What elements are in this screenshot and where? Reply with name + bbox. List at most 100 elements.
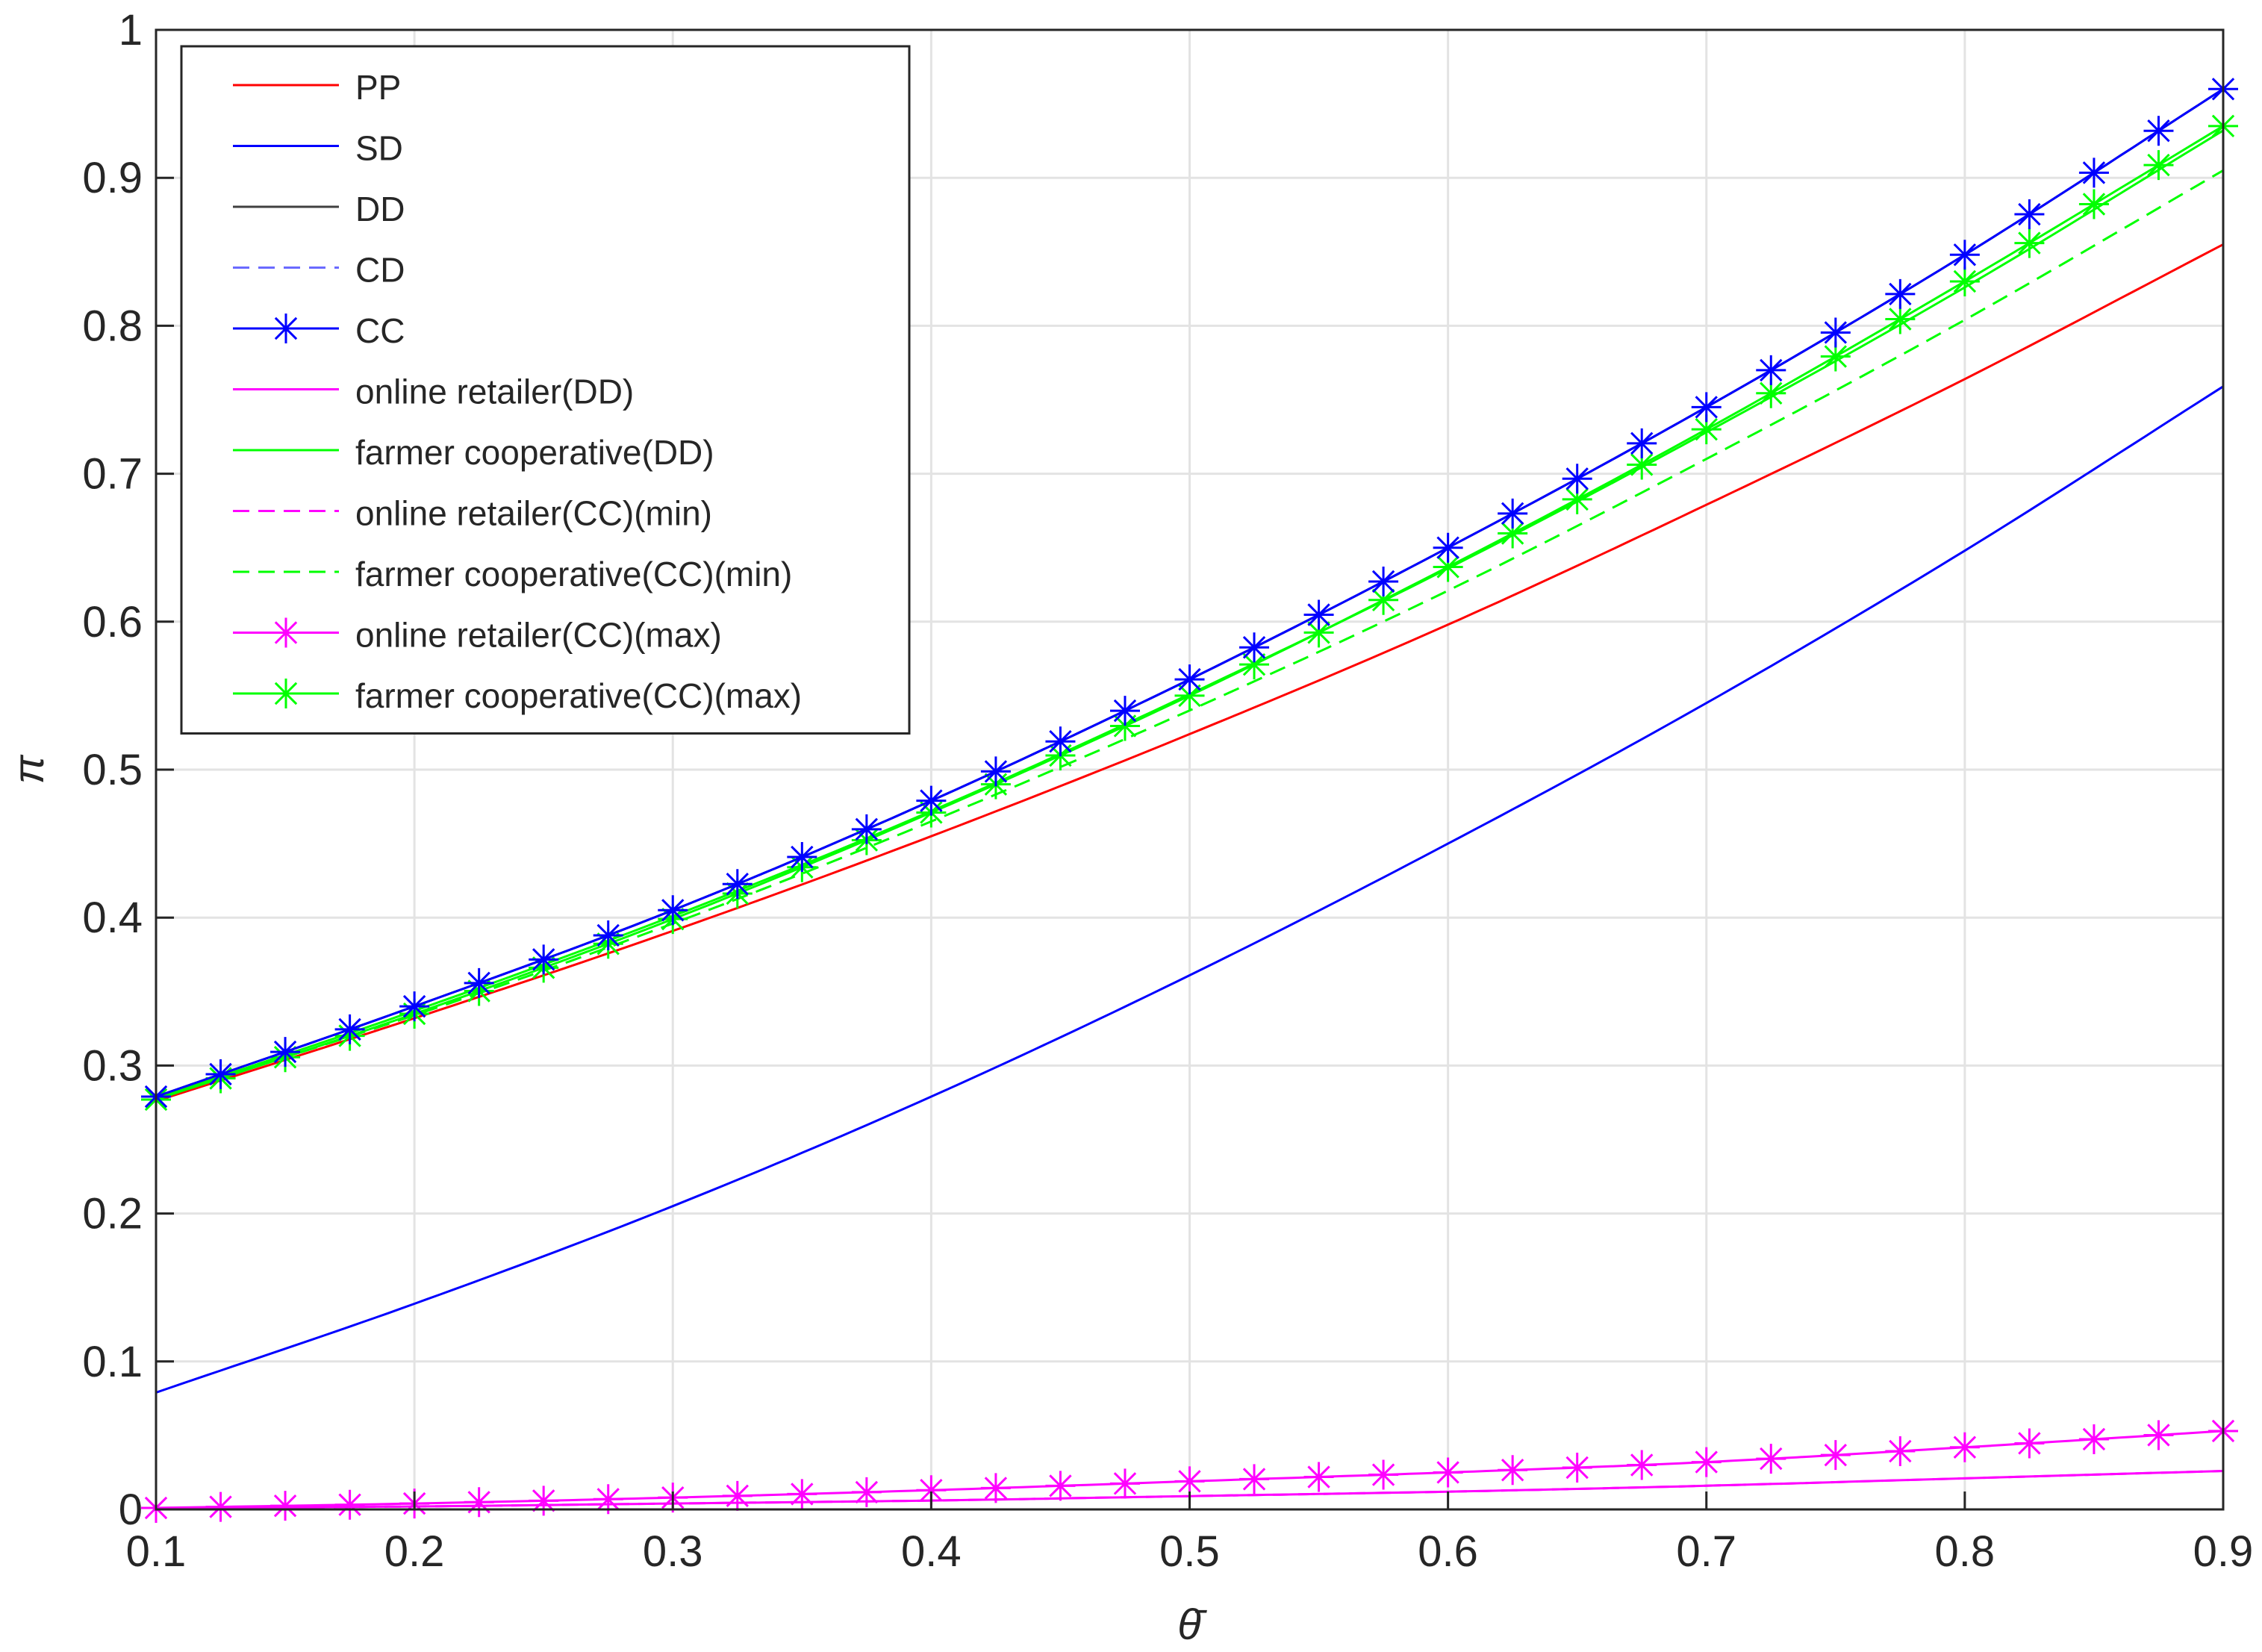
- legend-entry: online retailer(CC)(max): [233, 616, 722, 655]
- x-tick-label: 0.4: [901, 1527, 962, 1576]
- data-point-online-retailer-cc-max: [851, 1477, 882, 1507]
- y-tick-label: 0.2: [82, 1190, 143, 1238]
- series-line-pp: [155, 243, 2224, 1103]
- data-point-cc: [1368, 566, 1399, 596]
- legend-entry: PP: [233, 68, 401, 107]
- x-axis-ticks: 0.1 0.2 0.3 0.4 0.5 0.6 0.7 0.8 0.9: [126, 1492, 2254, 1576]
- data-point-cc: [787, 842, 817, 873]
- data-point-farmer-cooperative-cc-max: [1820, 341, 1851, 372]
- x-tick-label: 0.9: [2193, 1527, 2254, 1576]
- x-tick-label: 0.8: [1935, 1527, 1995, 1576]
- series-pp: [155, 243, 2224, 1103]
- data-point-farmer-cooperative-cc-max: [2078, 189, 2109, 219]
- data-point-cc: [1174, 664, 1205, 695]
- data-point-online-retailer-cc-max: [1433, 1457, 1463, 1488]
- series-line-sd: [155, 385, 2224, 1394]
- data-point-online-retailer-cc-max: [2078, 1424, 2109, 1454]
- data-point-online-retailer-cc-max: [529, 1486, 559, 1516]
- data-point-online-retailer-cc-max: [916, 1475, 947, 1506]
- legend-box: [180, 45, 911, 735]
- y-tick-label: 0.1: [82, 1338, 143, 1386]
- data-point-online-retailer-cc-max: [722, 1480, 753, 1511]
- series-sd: [155, 385, 2224, 1394]
- data-point-cc: [593, 920, 623, 950]
- legend-entry: online retailer(DD): [233, 373, 634, 411]
- data-point-online-retailer-cc-max: [1303, 1462, 1334, 1492]
- legend: PP SD DD CD CC online retailer(DD) farmer coop…: [180, 45, 911, 735]
- legend-label: CD: [355, 251, 405, 290]
- data-point-online-retailer-cc-max: [2014, 1428, 2045, 1459]
- data-point-farmer-cooperative-cc-max: [1239, 649, 1270, 680]
- data-point-online-retailer-cc-max: [1691, 1447, 1722, 1477]
- data-point-farmer-cooperative-cc-max: [1174, 680, 1205, 711]
- data-point-online-retailer-cc-max: [1498, 1455, 1528, 1486]
- y-tick-label: 0.8: [82, 302, 143, 350]
- data-point-online-retailer-cc-max: [1949, 1432, 1980, 1462]
- data-point-farmer-cooperative-cc-max: [1368, 585, 1399, 615]
- legend-entry: DD: [233, 190, 405, 228]
- data-point-cc: [1045, 726, 1076, 757]
- legend-entry: farmer cooperative(CC)(max): [233, 676, 802, 715]
- data-point-online-retailer-cc-max: [1820, 1440, 1851, 1471]
- data-point-cc: [2014, 199, 2045, 230]
- legend-label: online retailer(CC)(max): [355, 616, 722, 655]
- y-tick-label: 0: [119, 1486, 143, 1534]
- data-point-online-retailer-cc-max: [1627, 1450, 1657, 1480]
- x-tick-label: 0.6: [1418, 1527, 1478, 1576]
- x-tick-label: 0.5: [1159, 1527, 1220, 1576]
- data-point-cc: [1239, 632, 1270, 663]
- y-tick-label: 0.4: [82, 894, 143, 942]
- data-point-cc: [2078, 158, 2109, 188]
- data-point-cc: [1949, 240, 1980, 270]
- data-point-cc: [1109, 696, 1140, 726]
- data-point-cc: [722, 869, 753, 900]
- legend-label: PP: [355, 68, 401, 107]
- data-point-cc: [851, 814, 882, 844]
- y-tick-label: 1: [119, 6, 143, 54]
- legend-label: online retailer(DD): [355, 373, 634, 411]
- legend-entry: farmer cooperative(DD): [233, 433, 714, 472]
- data-point-online-retailer-cc-max: [270, 1491, 301, 1521]
- data-point-online-retailer-cc-max: [1109, 1468, 1140, 1499]
- data-point-farmer-cooperative-cc-max: [1433, 552, 1463, 582]
- x-tick-label: 0.3: [643, 1527, 703, 1576]
- legend-entry: CC: [233, 311, 405, 350]
- data-point-farmer-cooperative-cc-max: [2143, 150, 2174, 181]
- data-point-cc: [980, 756, 1011, 787]
- data-point-farmer-cooperative-cc-max: [2014, 228, 2045, 258]
- y-tick-label: 0.7: [82, 450, 143, 499]
- data-point-cc: [1627, 428, 1657, 458]
- legend-entry: CD: [233, 251, 405, 290]
- series-line-online-retailer-cc-min: [155, 1470, 2224, 1509]
- data-point-farmer-cooperative-cc-max: [1885, 304, 1916, 334]
- legend-entry: farmer cooperative(CC)(min): [233, 555, 792, 593]
- data-point-cc: [1756, 355, 1786, 385]
- data-point-online-retailer-cc-max: [1174, 1466, 1205, 1497]
- legend-label: DD: [355, 190, 405, 228]
- x-tick-label: 0.2: [384, 1527, 445, 1576]
- data-point-online-retailer-cc-max: [787, 1479, 817, 1509]
- legend-label: CC: [355, 311, 405, 350]
- legend-label: farmer cooperative(DD): [355, 433, 714, 472]
- y-tick-label: 0.6: [82, 598, 143, 646]
- data-point-online-retailer-cc-max: [980, 1473, 1011, 1503]
- data-point-cc: [1498, 498, 1528, 529]
- data-point-cc: [916, 785, 947, 816]
- data-point-farmer-cooperative-cc-max: [1691, 414, 1722, 445]
- legend-label: SD: [355, 129, 403, 168]
- data-point-cc: [270, 1037, 301, 1067]
- data-point-online-retailer-cc-max: [1562, 1453, 1592, 1483]
- data-point-cc: [1433, 532, 1463, 563]
- data-point-online-retailer-cc-max: [205, 1492, 236, 1522]
- data-point-online-retailer-cc-max: [464, 1487, 494, 1518]
- data-point-cc: [464, 967, 494, 998]
- legend-label: online retailer(CC)(min): [355, 494, 712, 533]
- series-online-retailer-cc-min: [155, 1470, 2224, 1509]
- data-point-cc: [2143, 116, 2174, 146]
- data-point-farmer-cooperative-cc-max: [1562, 484, 1592, 514]
- legend-label: farmer cooperative(CC)(max): [355, 676, 802, 715]
- data-point-cc: [1691, 392, 1722, 423]
- legend-marker-cc: [271, 314, 301, 343]
- data-point-farmer-cooperative-cc-max: [1756, 378, 1786, 408]
- x-tick-label: 0.1: [126, 1527, 187, 1576]
